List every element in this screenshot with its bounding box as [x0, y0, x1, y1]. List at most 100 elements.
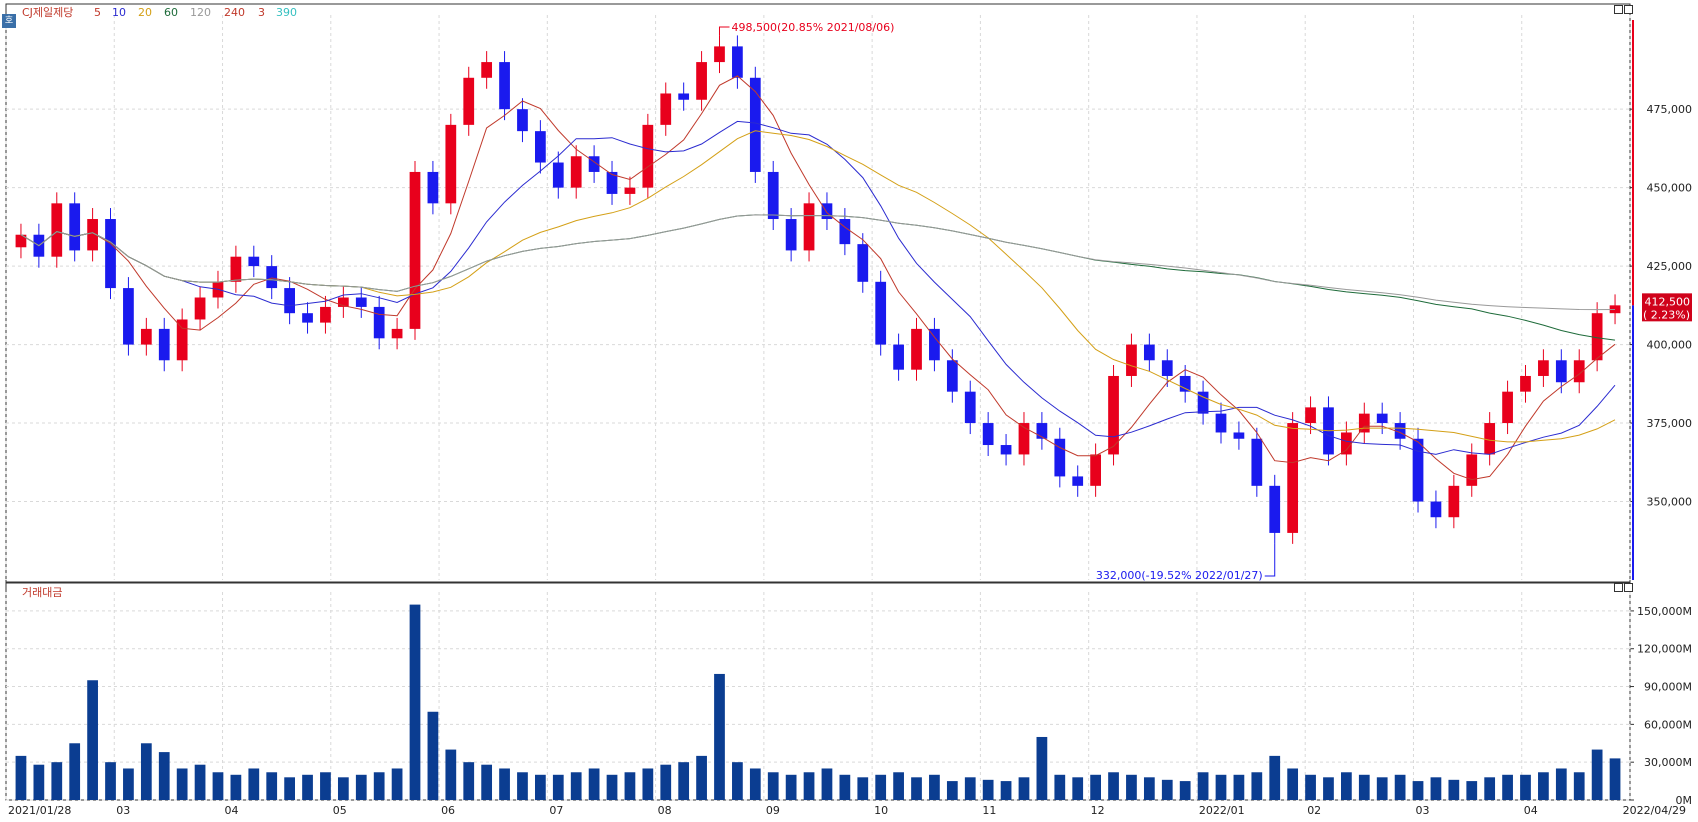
candle — [1341, 432, 1352, 455]
volume-bar — [982, 779, 994, 800]
candle — [1394, 423, 1406, 439]
ma-legend-label: 120 — [190, 6, 211, 19]
volume-bar — [678, 762, 690, 800]
volume-bar — [158, 752, 170, 800]
candle — [1538, 360, 1549, 376]
candle — [893, 344, 904, 370]
x-axis-label: 06 — [441, 804, 455, 817]
x-axis-label: 12 — [1091, 804, 1105, 817]
volume-bar — [1036, 736, 1048, 800]
candle — [1555, 360, 1567, 383]
volume-panel-close-button[interactable] — [1624, 583, 1633, 592]
candle — [1287, 423, 1299, 533]
candle — [409, 171, 421, 329]
volume-bar — [875, 774, 887, 800]
candle — [1251, 438, 1263, 486]
current-price-box — [1642, 293, 1692, 322]
x-axis-label: 03 — [1415, 804, 1429, 817]
candle — [1358, 413, 1370, 433]
candle — [1215, 413, 1227, 433]
candle — [105, 219, 116, 289]
candle — [982, 423, 994, 446]
volume-bar — [1502, 774, 1513, 800]
candle — [1126, 344, 1137, 376]
volume-bar — [230, 774, 242, 800]
candle — [749, 77, 761, 172]
candle — [1305, 407, 1316, 424]
volume-bar — [140, 743, 152, 800]
volume-panel-restore-button[interactable] — [1614, 583, 1623, 592]
volume-bar — [964, 777, 976, 800]
volume-bar — [1251, 772, 1263, 800]
volume-bar — [445, 749, 457, 800]
volume-bar — [606, 774, 618, 800]
candle — [803, 203, 815, 251]
volume-bar — [1215, 774, 1227, 800]
candle — [1573, 360, 1585, 383]
candle — [499, 62, 510, 110]
moving-average-line — [20, 75, 1616, 481]
volume-bar — [839, 774, 851, 800]
candle — [1502, 391, 1513, 424]
x-axis-label: 02 — [1307, 804, 1321, 817]
volume-bar — [1054, 774, 1066, 800]
candle — [266, 266, 278, 289]
high-annotation: 498,500(20.85% 2021/08/06) — [731, 21, 894, 34]
ma-legend-label: 240 — [224, 6, 245, 19]
candle — [1000, 445, 1012, 455]
candle — [1018, 423, 1030, 455]
candle — [714, 46, 725, 63]
volume-bar — [1466, 781, 1478, 800]
volume-axis-label: 60,000M — [1644, 718, 1692, 731]
volume-bar — [624, 772, 636, 800]
volume-bar — [1323, 777, 1334, 800]
x-axis-label: 04 — [225, 804, 239, 817]
price-axis-label: 375,000 — [1647, 417, 1693, 430]
volume-bar — [373, 772, 385, 800]
volume-bar — [749, 768, 761, 800]
volume-bar — [1090, 774, 1101, 800]
volume-bar — [535, 774, 546, 800]
candle — [839, 219, 851, 245]
candle — [51, 203, 63, 257]
volume-bar — [33, 764, 45, 800]
volume-bar — [391, 768, 403, 800]
candle — [1520, 375, 1531, 392]
moving-average-line — [20, 214, 1616, 311]
candle — [373, 306, 385, 339]
volume-bar — [517, 772, 528, 800]
candle — [911, 328, 922, 370]
volume-bar — [1269, 755, 1281, 800]
price-panel-close-button[interactable] — [1624, 5, 1633, 14]
price-panel-restore-button[interactable] — [1614, 5, 1623, 14]
volume-bar — [767, 772, 779, 800]
volume-bar — [355, 774, 367, 800]
candle — [1036, 423, 1048, 439]
volume-bar — [588, 768, 600, 800]
volume-bar — [1126, 774, 1137, 800]
price-axis-label: 450,000 — [1647, 182, 1693, 195]
volume-bar — [1143, 777, 1155, 800]
corner-tab[interactable]: 호 — [2, 14, 16, 28]
x-axis-label: 08 — [658, 804, 672, 817]
low-marker — [1264, 543, 1276, 577]
volume-bar — [1000, 781, 1012, 800]
volume-bar — [481, 764, 493, 800]
volume-bar — [1591, 749, 1603, 800]
volume-bar — [1538, 772, 1549, 800]
candle — [1143, 344, 1155, 361]
volume-bar — [1233, 774, 1245, 800]
candle — [1376, 413, 1388, 424]
candle — [1179, 375, 1191, 392]
candle — [445, 124, 457, 204]
volume-bar — [911, 777, 922, 800]
candle — [337, 297, 349, 307]
candle — [535, 131, 546, 163]
candle — [606, 171, 618, 194]
ma-legend-label: 390 — [276, 6, 297, 19]
volume-bar — [1394, 774, 1406, 800]
volume-axis-label: 30,000M — [1644, 756, 1692, 769]
volume-bar — [1520, 774, 1531, 800]
